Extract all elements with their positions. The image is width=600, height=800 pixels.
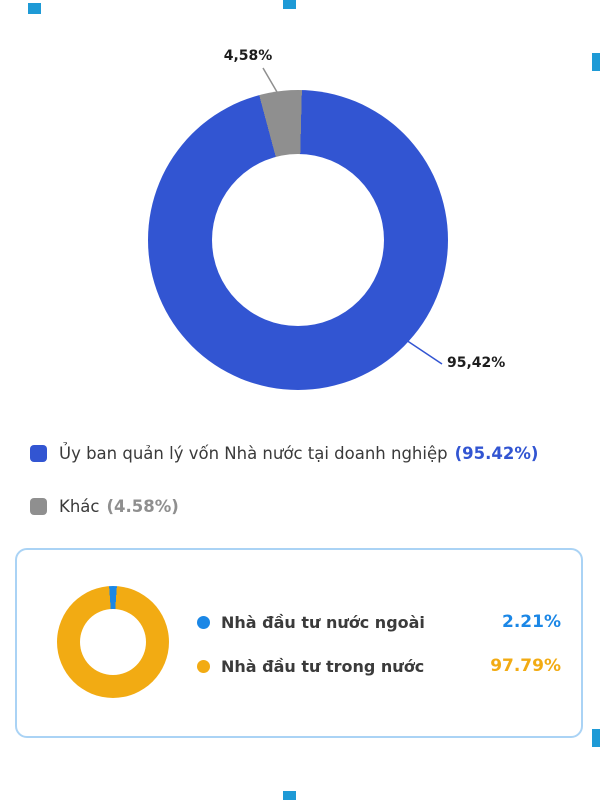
edge-mark-right-top	[592, 53, 600, 71]
edge-mark-top-left	[28, 3, 41, 14]
legend-label: Ủy ban quản lý vốn Nhà nước tại doanh ng…	[59, 443, 448, 463]
callout-label-major: 95,42%	[447, 355, 506, 371]
legend-value: 2.21%	[502, 612, 561, 632]
legend-label: Nhà đầu tư nước ngoài	[221, 612, 425, 632]
donut-ring-investor[interactable]	[57, 586, 169, 698]
legend-swatch-blue	[30, 444, 47, 462]
donut-hole	[212, 154, 384, 326]
donut-hole	[80, 609, 146, 675]
main-chart-legend: Ủy ban quản lý vốn Nhà nước tại doanh ng…	[30, 444, 538, 550]
edge-mark-top-center	[283, 0, 296, 9]
legend-swatch-gray	[30, 497, 47, 515]
legend-item-domestic-investor[interactable]: Nhà đầu tư trong nước 97.79%	[197, 654, 561, 678]
legend-value: (4.58%)	[106, 496, 179, 516]
legend-item-state-committee[interactable]: Ủy ban quản lý vốn Nhà nước tại doanh ng…	[30, 443, 539, 463]
state-ownership-donut-chart: 4,58% 95,42%	[148, 48, 506, 390]
investor-structure-card: Nhà đầu tư nước ngoài 2.21% Nhà đầu tư t…	[15, 548, 583, 738]
legend-dot-yellow	[197, 659, 210, 673]
investor-legend: Nhà đầu tư nước ngoài 2.21% Nhà đầu tư t…	[197, 610, 561, 698]
callout-label-minor: 4,58%	[223, 48, 273, 64]
callout-line-minor	[262, 67, 278, 93]
legend-item-other[interactable]: Khác (4.58%)	[30, 496, 538, 516]
legend-value: (95.42%)	[454, 443, 539, 463]
legend-label: Nhà đầu tư trong nước	[221, 656, 425, 676]
legend-dot-blue	[197, 615, 210, 629]
legend-item-foreign-investor[interactable]: Nhà đầu tư nước ngoài 2.21%	[197, 610, 561, 634]
edge-mark-bottom-center	[283, 791, 296, 800]
callout-line-major	[405, 339, 443, 365]
donut-ring-main[interactable]	[148, 90, 448, 390]
legend-value: 97.79%	[490, 656, 561, 676]
legend-label: Khác	[59, 496, 100, 516]
edge-mark-right-bottom	[592, 729, 600, 747]
